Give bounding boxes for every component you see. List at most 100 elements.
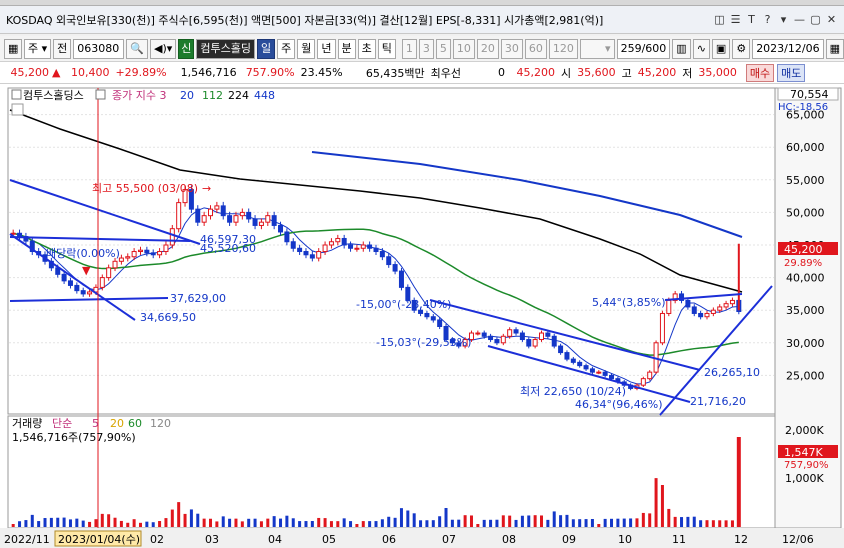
- legend-checkbox-2[interactable]: [95, 89, 106, 100]
- legend-indicator[interactable]: 종가 지수 3: [112, 89, 166, 102]
- maximize-icon[interactable]: ▢: [810, 13, 821, 26]
- candle-icon[interactable]: ▥: [672, 38, 691, 59]
- volume-bar: [75, 518, 79, 527]
- volume-bar: [520, 515, 524, 527]
- x-axis-label: 10: [618, 533, 632, 546]
- volume-ma-5[interactable]: 5: [92, 417, 99, 430]
- window-controls: ◫ ☰ T ? ▾ — ▢ ✕: [713, 13, 844, 26]
- volume-bar: [533, 515, 537, 527]
- close-icon[interactable]: ✕: [826, 13, 837, 26]
- font-icon[interactable]: T: [748, 13, 755, 26]
- interval-120[interactable]: 120: [548, 38, 578, 59]
- y-axis-ticks: 65,00060,00055,00050,00045,00040,00035,0…: [786, 109, 825, 383]
- legend-name[interactable]: 컴투스홀딩스: [23, 89, 84, 102]
- legend-ma-448[interactable]: 448: [254, 89, 275, 102]
- candle-body: [252, 218, 258, 226]
- period-week[interactable]: 주: [277, 38, 296, 59]
- volume-title[interactable]: 거래량: [12, 417, 42, 430]
- interval-30[interactable]: 30: [500, 38, 523, 59]
- interval-5[interactable]: 5: [435, 38, 451, 59]
- candle-body: [647, 371, 653, 380]
- volume-bar: [495, 519, 499, 527]
- volume-bar: [342, 518, 346, 527]
- annot-high: 최고 55,500 (03/08): [92, 182, 198, 195]
- volume-tick-1000k: 1,000K: [785, 472, 824, 485]
- top-price-label: 70,554: [790, 88, 829, 101]
- volume-bar: [571, 519, 575, 527]
- dropdown-icon[interactable]: ▾: [780, 13, 787, 26]
- legend-ma-20[interactable]: 20: [180, 89, 194, 102]
- window-icon[interactable]: ◫: [714, 13, 725, 26]
- calendar-icon[interactable]: ▦: [825, 38, 844, 59]
- volume-bar: [736, 437, 741, 527]
- line-tool-icon[interactable]: ∿: [692, 38, 710, 59]
- code-input[interactable]: 063080: [73, 38, 125, 59]
- volume-ma-120[interactable]: 120: [150, 417, 171, 430]
- menu-strip: [0, 0, 844, 6]
- legend-ma-112[interactable]: 112: [202, 89, 223, 102]
- candle-body: [335, 237, 341, 243]
- legend-ma-224[interactable]: 224: [228, 89, 249, 102]
- volume-bar: [228, 518, 232, 527]
- prev-button[interactable]: 전: [53, 38, 72, 59]
- interval-1[interactable]: 1: [401, 38, 417, 59]
- date-input[interactable]: 2023/12/06: [752, 38, 824, 59]
- interval-select[interactable]: ▾: [579, 38, 615, 59]
- quote-row: 45,200 ▲ 10,400 +29.89% 1,546,716 757.90…: [0, 62, 844, 84]
- speaker-icon[interactable]: ◀)▾: [150, 38, 177, 59]
- candle-body: [163, 244, 169, 253]
- period-year[interactable]: 년: [317, 38, 336, 59]
- volume-bar: [711, 520, 715, 527]
- volume-bar: [590, 519, 594, 527]
- legend-checkbox[interactable]: [11, 89, 22, 100]
- help-icon[interactable]: ?: [764, 13, 771, 26]
- minimize-icon[interactable]: —: [794, 13, 805, 26]
- candle-body: [564, 352, 570, 360]
- candle-body: [507, 329, 513, 337]
- trend-line: [664, 293, 743, 301]
- volume-ma-20[interactable]: 20: [110, 417, 124, 430]
- window-title: KOSDAQ 외국인보유[330(천)] 주식수[6,595(천)] 액면[50…: [6, 13, 604, 27]
- volume-bar: [399, 508, 403, 527]
- volume-bar: [469, 515, 473, 527]
- volume-bar: [247, 518, 251, 527]
- candle-body: [729, 299, 735, 305]
- buy-button[interactable]: 매수: [745, 63, 775, 82]
- volume-bar: [43, 518, 47, 527]
- period-tick[interactable]: 틱: [377, 38, 396, 59]
- settings-icon[interactable]: ⚙: [732, 38, 751, 59]
- volume-bar: [616, 518, 620, 527]
- trend-lines[interactable]: [9, 179, 773, 416]
- candle-body: [698, 312, 704, 318]
- volume-bar: [552, 511, 556, 527]
- volume-bar: [158, 521, 162, 527]
- panel-grid-icon[interactable]: [11, 103, 24, 116]
- candle-body: [583, 365, 589, 370]
- volume-bar: [489, 519, 493, 527]
- period-second[interactable]: 초: [357, 38, 376, 59]
- period-minute[interactable]: 분: [337, 38, 356, 59]
- volume-bar: [565, 514, 569, 527]
- grid-icon[interactable]: ▦: [4, 38, 22, 59]
- interval-3[interactable]: 3: [418, 38, 434, 59]
- volume-bar: [323, 518, 327, 527]
- volume-bar: [202, 518, 206, 527]
- interval-10[interactable]: 10: [452, 38, 475, 59]
- sell-button[interactable]: 매도: [777, 63, 806, 82]
- type-select[interactable]: 주 ▾: [24, 38, 52, 59]
- interval-60[interactable]: 60: [524, 38, 547, 59]
- interval-20[interactable]: 20: [476, 38, 499, 59]
- candle-body: [379, 251, 385, 258]
- volume-bar: [119, 520, 123, 527]
- period-day[interactable]: 일: [257, 38, 276, 59]
- list-icon[interactable]: ☰: [730, 13, 741, 26]
- search-icon[interactable]: 🔍: [126, 38, 148, 59]
- price-chart[interactable]: 컴투스홀딩스 종가 지수 3 20 112 224 448 65,000 60,0…: [0, 84, 844, 548]
- volume-bar: [597, 524, 601, 527]
- volume-mode[interactable]: 단순: [52, 417, 72, 430]
- save-icon[interactable]: ▣: [711, 38, 731, 59]
- candle-body: [214, 205, 220, 210]
- volume-ma-60[interactable]: 60: [128, 417, 142, 430]
- period-month[interactable]: 월: [297, 38, 316, 59]
- annot-high-arrow: →: [202, 182, 211, 195]
